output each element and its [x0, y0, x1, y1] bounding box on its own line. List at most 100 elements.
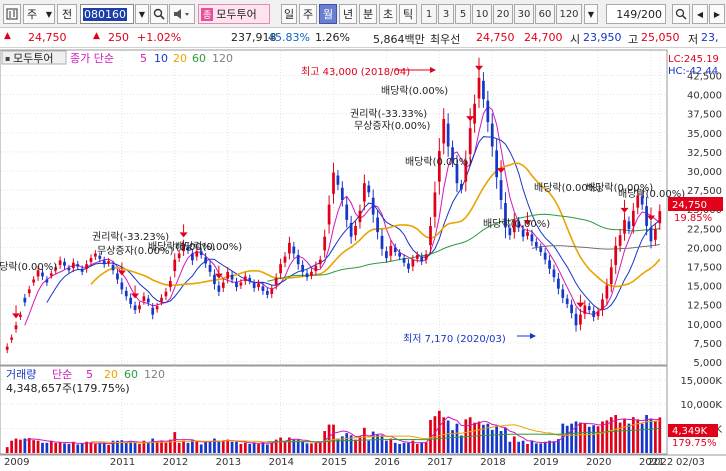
candle-body: [116, 273, 119, 280]
tab-tick[interactable]: 틱: [399, 4, 417, 24]
candle-body: [570, 304, 573, 314]
tab-minute[interactable]: 분: [359, 4, 377, 24]
candle-body: [477, 77, 481, 99]
next-arrow-button[interactable]: ▶: [709, 4, 725, 24]
price-axis-tick: 40,000: [687, 91, 722, 102]
tab-year[interactable]: 년: [339, 4, 357, 24]
candle-body: [402, 258, 406, 263]
vma60-line: [267, 427, 660, 443]
volume-bar: [19, 439, 22, 453]
interval-30[interactable]: 30: [514, 4, 534, 24]
interval-5[interactable]: 5: [455, 4, 471, 24]
volume-bar: [530, 440, 534, 453]
event-label: 배당락(0.00%): [0, 261, 57, 273]
volume-bar: [230, 441, 234, 453]
volume-bar: [649, 419, 653, 453]
volume-bar: [98, 443, 102, 453]
candle-body: [89, 258, 93, 262]
volume-bar: [486, 423, 490, 453]
ma10-line: [46, 136, 661, 311]
search-button[interactable]: [150, 4, 168, 24]
min-arrow-icon: [530, 333, 536, 339]
chevron-down-icon: ▼: [45, 9, 52, 19]
volume-bar: [296, 439, 300, 453]
tab-month[interactable]: 월: [319, 4, 337, 24]
candle-body: [504, 203, 507, 228]
candle-body: [164, 291, 168, 297]
interval-20[interactable]: 20: [493, 4, 513, 24]
candle-body: [340, 187, 344, 201]
volume-bar: [636, 419, 640, 453]
candle-body: [389, 245, 393, 256]
volume-bar: [490, 429, 494, 453]
time-axis-label: 2018: [480, 457, 505, 468]
ma5-legend: 5: [140, 52, 147, 65]
zoom-button[interactable]: [672, 4, 690, 24]
volume-bar: [208, 441, 212, 453]
price-axis-tick: 17,500: [687, 262, 722, 273]
volume-bar: [221, 440, 225, 453]
candle-body: [627, 221, 631, 230]
candle-body: [336, 175, 340, 185]
volume-bar: [455, 423, 459, 453]
candle-body: [393, 247, 397, 252]
price-axis-tick: 30,000: [687, 167, 722, 178]
interval-1[interactable]: 1: [421, 4, 437, 24]
prev-arrow-button[interactable]: ◀: [692, 4, 708, 24]
candle-body: [301, 264, 305, 272]
interval-10[interactable]: 10: [472, 4, 492, 24]
volume-bar: [186, 442, 190, 453]
stock-type-select[interactable]: 주 ▼: [23, 4, 55, 24]
candle-body: [270, 288, 274, 294]
volume-bar: [327, 424, 331, 453]
price-panel-label-box: [1, 50, 67, 65]
candle-body: [41, 272, 44, 277]
event-arrow-icon: [523, 220, 532, 226]
volume-bar: [517, 441, 521, 453]
volume-bar: [318, 442, 322, 453]
volume-bar: [45, 442, 49, 453]
volume-bar: [67, 443, 71, 453]
trade-amount: 5,864백만: [373, 33, 425, 46]
tab-second[interactable]: 초: [379, 4, 397, 24]
stock-badge-icon: 종: [201, 7, 214, 21]
volume-bar: [376, 434, 379, 453]
event-arrow-icon: [646, 215, 655, 221]
min-note: 최저 7,170 (2020/03): [403, 333, 506, 345]
price-axis-tick: 5,000: [693, 358, 722, 369]
ma20-line: [90, 162, 661, 288]
interval-3[interactable]: 3: [438, 4, 454, 24]
volume-bar: [58, 442, 62, 453]
volume-bar: [464, 419, 468, 453]
stock-code-input[interactable]: 080160: [80, 4, 134, 24]
volume-toggle-button[interactable]: [169, 4, 195, 24]
candle-body: [574, 313, 578, 326]
candle-body: [235, 281, 238, 288]
time-axis-label: 2012: [163, 457, 188, 468]
candle-body: [85, 264, 88, 269]
tab-week[interactable]: 주: [299, 4, 317, 24]
stock-name-field[interactable]: 종 모두투어: [198, 4, 270, 24]
chart-area[interactable]: 5,000 7,500 10,000 12,500 15,000 17,500 20,000…: [0, 48, 726, 468]
display-count-field[interactable]: 149/200: [606, 4, 666, 24]
volume-bar: [495, 425, 499, 453]
volume-bar: [310, 443, 313, 453]
volume-bar: [173, 432, 177, 453]
volume-bar: [36, 440, 40, 453]
stock-name-label: 모두투어: [216, 8, 257, 21]
interval-120[interactable]: 120: [556, 4, 582, 24]
prev-button[interactable]: 전: [57, 4, 77, 24]
candle-body: [332, 172, 335, 194]
volume-bar: [561, 423, 565, 453]
volume-bar: [371, 431, 375, 453]
tab-day[interactable]: 일: [281, 4, 297, 24]
interval-dropdown-button[interactable]: ▼: [584, 4, 598, 24]
candle-body: [446, 123, 450, 147]
candle-body: [411, 259, 415, 267]
chart-icon[interactable]: [3, 4, 21, 24]
interval-60[interactable]: 60: [535, 4, 555, 24]
code-dropdown-button[interactable]: ▼: [135, 4, 149, 24]
volume-bar: [195, 440, 199, 453]
event-arrow-icon: [620, 207, 629, 213]
candle-body: [248, 277, 252, 282]
